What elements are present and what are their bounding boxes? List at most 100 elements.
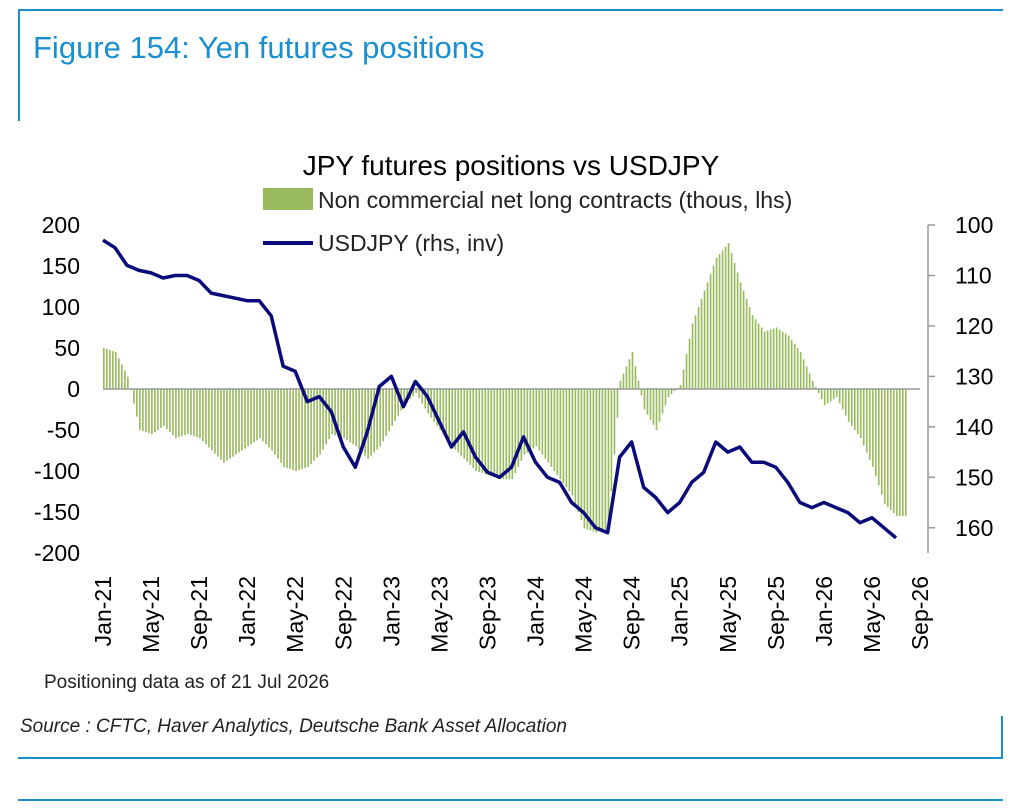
net-long-bar [796, 348, 799, 389]
net-long-bar [208, 389, 210, 448]
net-long-bar [517, 389, 520, 467]
net-long-bar [187, 389, 189, 435]
net-long-bar [121, 364, 123, 389]
net-long-bar [784, 333, 787, 389]
net-long-bar [496, 389, 499, 479]
net-long-bar [856, 389, 859, 435]
net-long-bar [247, 389, 249, 447]
net-long-bar [358, 389, 360, 450]
net-long-bar [556, 389, 559, 476]
x-tick-label: Jan-24 [523, 576, 549, 647]
net-long-bar [190, 389, 192, 436]
net-long-bar [454, 389, 457, 450]
axes [103, 225, 929, 553]
x-tick-label: Sep-23 [475, 576, 501, 650]
net-long-bar [589, 389, 592, 531]
net-long-bar [385, 389, 387, 437]
net-long-bar [754, 319, 757, 389]
net-long-bar [244, 389, 246, 449]
net-long-bar [751, 315, 754, 389]
net-long-bar [547, 389, 550, 463]
right-tick-label: 130 [955, 363, 993, 389]
legend-bar-swatch [263, 188, 313, 210]
x-tick-label: Jan-21 [90, 576, 116, 646]
net-long-bar [895, 389, 898, 517]
net-long-bar [211, 389, 213, 451]
net-long-bar [898, 389, 901, 517]
net-long-bar [229, 389, 231, 459]
x-tick-label: May-26 [859, 576, 885, 653]
net-long-bar [487, 389, 490, 476]
x-tick-label: Sep-22 [330, 576, 356, 650]
net-long-bar [904, 389, 907, 517]
net-long-bar [841, 389, 844, 410]
net-long-bar [262, 389, 264, 442]
net-long-bar [106, 349, 108, 389]
right-tick-label: 120 [955, 313, 993, 339]
net-long-bar [631, 352, 634, 389]
net-long-bar [697, 307, 700, 389]
net-long-bar [883, 389, 886, 504]
net-long-bar [538, 389, 541, 451]
right-tick-label: 110 [955, 263, 992, 289]
net-long-bar [217, 389, 219, 457]
net-long-bar [388, 389, 390, 432]
x-axis-ticks: Jan-21 May-21 Sep-21 Jan-22 May-22 Sep-22 Jan-… [90, 576, 933, 653]
x-tick-label: May-23 [426, 576, 452, 653]
net-long-bar [628, 359, 631, 389]
net-long-bar [658, 389, 661, 422]
net-long-bar [220, 389, 222, 460]
net-long-bar [301, 389, 303, 469]
net-long-bar [844, 389, 847, 416]
net-long-bar [745, 298, 748, 389]
net-long-bar [157, 389, 159, 430]
net-long-bar [328, 389, 330, 440]
left-tick-label: 0 [67, 376, 80, 402]
net-long-bar [505, 389, 508, 480]
net-long-bar [199, 389, 201, 439]
net-long-bar [241, 389, 243, 451]
net-long-bar [166, 389, 168, 429]
net-long-bar [178, 389, 180, 438]
net-long-bar [154, 389, 156, 433]
frame-left-rule [18, 9, 20, 121]
right-tick-label: 150 [955, 464, 993, 490]
net-long-bar [109, 350, 111, 389]
net-long-bar [391, 389, 393, 426]
net-long-bar [115, 352, 117, 389]
net-long-bar [484, 389, 487, 475]
net-long-bar [604, 389, 607, 530]
net-long-bar [202, 389, 204, 442]
net-long-bar [862, 389, 865, 446]
net-long-bar [901, 389, 904, 517]
net-long-bar [763, 331, 766, 389]
left-tick-label: -50 [47, 417, 80, 443]
net-long-bar [493, 389, 496, 478]
net-long-bar [442, 389, 445, 435]
net-long-bar [307, 389, 309, 467]
x-tick-label: Sep-24 [619, 576, 645, 650]
net-long-bar [625, 366, 628, 389]
net-long-bar [439, 389, 442, 430]
net-long-bar [466, 389, 469, 462]
left-tick-label: -150 [34, 499, 80, 525]
x-tick-label: May-21 [138, 576, 164, 653]
left-axis-ticks: 200 150 100 50 0 -50 -100 -150 -200 [34, 212, 80, 566]
net-long-bar [649, 389, 652, 420]
net-long-bar [670, 389, 673, 395]
net-long-bar [271, 389, 273, 451]
net-long-bar [661, 389, 664, 414]
frame-top-rule [18, 9, 1003, 11]
net-long-bar [835, 389, 838, 398]
net-long-bar [805, 366, 808, 389]
net-long-bar [595, 389, 598, 533]
net-long-bar [853, 389, 856, 430]
net-long-bar [169, 389, 171, 433]
net-long-bar [736, 272, 739, 389]
net-long-bar [355, 389, 357, 447]
right-tick-label: 140 [955, 414, 993, 440]
net-long-bar [817, 389, 820, 394]
net-long-bar [289, 389, 291, 469]
x-tick-label: May-22 [282, 576, 308, 653]
